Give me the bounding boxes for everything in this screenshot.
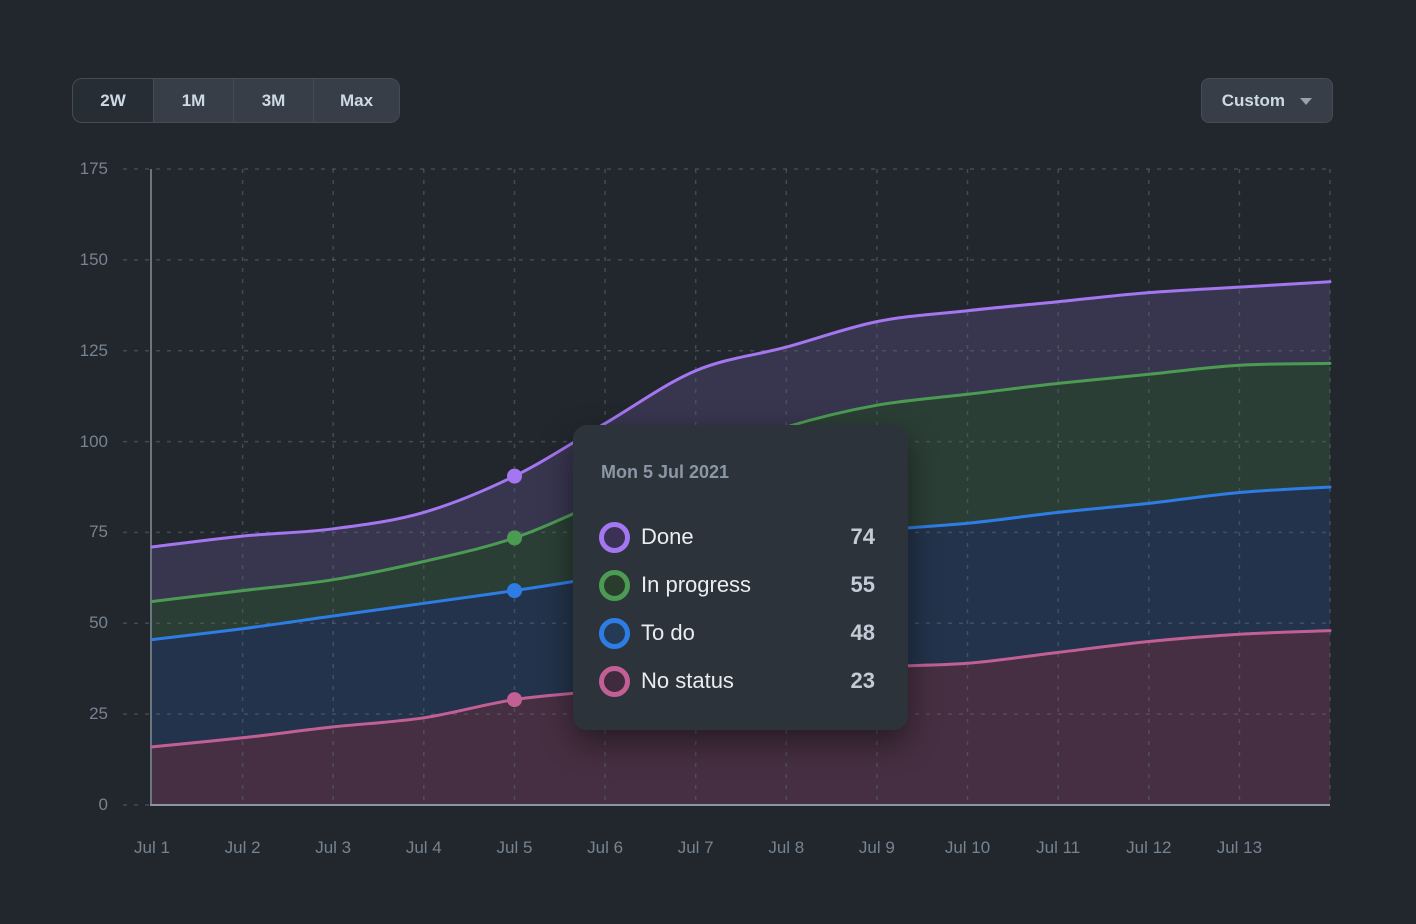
series-line-done[interactable] [150, 280, 1332, 549]
x-axis-label: Jul 8 [768, 838, 805, 857]
legend-circle-icon [599, 617, 630, 649]
y-axis-label: 100 [79, 431, 108, 451]
x-axis-label: Jul 9 [858, 838, 895, 857]
tooltip-row-to-do: To do 48 [599, 609, 875, 657]
x-axis-label: Jul 6 [587, 838, 624, 857]
x-axis-label: Jul 7 [677, 838, 714, 857]
tooltip-row-value: 48 [850, 620, 875, 645]
chevron-down-icon [1300, 98, 1312, 105]
y-axis-label: 0 [98, 795, 108, 814]
tooltip-row-done: Done 74 [599, 513, 875, 561]
toolbar: 2W 1M 3M Max Custom [72, 78, 1333, 123]
tooltip-row-label: Done [641, 524, 694, 549]
tooltip-row-label: To do [641, 620, 695, 645]
range-button-1m[interactable]: 1M [153, 79, 233, 122]
range-button-max[interactable]: Max [313, 79, 399, 122]
y-axis-label: 75 [89, 522, 108, 542]
marker-to-do[interactable] [507, 583, 522, 599]
marker-in-progress[interactable] [507, 530, 522, 546]
y-axis-label: 125 [79, 340, 108, 360]
x-axis-label: Jul 13 [1216, 838, 1263, 857]
custom-range-label: Custom [1221, 90, 1285, 110]
tooltip-row-value: 74 [850, 524, 875, 549]
tooltip-row-value: 23 [850, 668, 875, 693]
range-button-3m[interactable]: 3M [233, 79, 313, 122]
y-axis-label: 50 [89, 613, 108, 633]
tooltip-row-no-status: No status 23 [599, 657, 875, 705]
tooltip-rows: Done 74 In progress 55 To do 48 No status 23 [599, 513, 875, 705]
legend-circle-icon [599, 521, 630, 553]
y-axis-label: 25 [89, 704, 108, 724]
legend-circle-icon [599, 665, 630, 697]
x-axis-label: Jul 12 [1126, 838, 1172, 857]
x-axis-label: Jul 10 [944, 838, 991, 857]
x-axis-label: Jul 4 [405, 838, 442, 857]
chart-tooltip: Mon 5 Jul 2021 Done 74 In progress 55 To do 4… [573, 425, 908, 730]
custom-range-button[interactable]: Custom [1200, 78, 1333, 123]
tooltip-row-in-progress: In progress 55 [599, 561, 875, 609]
tooltip-row-value: 55 [850, 572, 875, 597]
marker-done[interactable] [507, 468, 522, 484]
tooltip-row-label: No status [641, 668, 734, 693]
legend-circle-icon [599, 569, 630, 601]
range-selector: 2W 1M 3M Max [72, 78, 400, 123]
range-button-2w[interactable]: 2W [73, 79, 153, 122]
tooltip-row-label: In progress [641, 572, 752, 597]
x-axis-label: Jul 11 [1036, 838, 1081, 857]
x-axis-label: Jul 3 [315, 838, 352, 857]
y-axis-label: 150 [79, 249, 108, 269]
x-axis-label: Jul 1 [134, 838, 170, 857]
x-axis-label: Jul 5 [496, 838, 533, 857]
tooltip-date: Mon 5 Jul 2021 [601, 462, 730, 482]
marker-no-status[interactable] [507, 692, 522, 708]
x-axis-label: Jul 2 [224, 838, 261, 857]
y-axis-label: 175 [79, 159, 108, 178]
